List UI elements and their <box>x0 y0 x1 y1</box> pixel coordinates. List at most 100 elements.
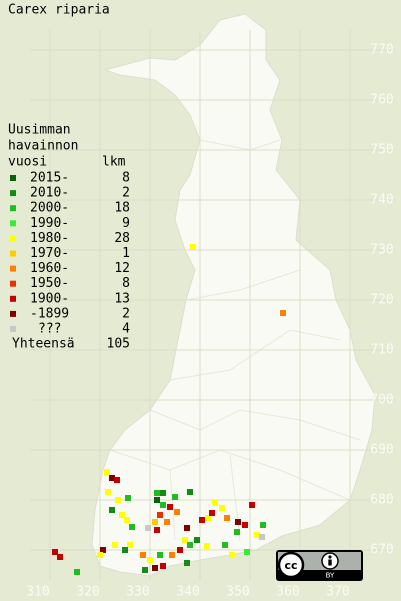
observation <box>154 490 160 496</box>
legend-count: 8 <box>122 171 130 186</box>
legend-heading: Uusimman <box>8 123 71 138</box>
observation <box>205 515 211 521</box>
observation <box>115 497 121 503</box>
observation <box>190 244 196 250</box>
y-tick-label: 730 <box>370 243 393 258</box>
legend-count: 1 <box>122 246 130 261</box>
legend-count: 28 <box>114 231 130 246</box>
observations <box>52 244 286 575</box>
legend-label: 2000- <box>30 201 69 216</box>
legend-count: 13 <box>114 291 130 306</box>
y-tick-label: 770 <box>370 43 393 58</box>
title: Carex riparia <box>8 3 110 18</box>
y-tick-label: 680 <box>370 493 393 508</box>
observation <box>184 525 190 531</box>
observation <box>109 507 115 513</box>
observation <box>280 310 286 316</box>
observation <box>109 475 115 481</box>
observation <box>157 552 163 558</box>
observation <box>199 517 205 523</box>
observation <box>167 504 173 510</box>
legend-label: 1990- <box>30 216 69 231</box>
observation <box>127 542 133 548</box>
observation <box>147 557 153 563</box>
observation <box>114 477 120 483</box>
x-tick-label: 330 <box>126 585 149 600</box>
observation <box>219 505 225 511</box>
observation <box>160 563 166 569</box>
legend-label: 2015- <box>30 171 69 186</box>
observation <box>112 542 118 548</box>
observation <box>242 522 248 528</box>
by-icon-head <box>328 555 332 559</box>
observation <box>229 552 235 558</box>
legend-label: 1900- <box>30 291 69 306</box>
observation <box>154 497 160 503</box>
observation <box>235 519 241 525</box>
observation <box>224 515 230 521</box>
license-label: BY <box>326 572 335 580</box>
legend-label: -1899 <box>30 306 69 321</box>
observation <box>254 532 260 538</box>
y-tick-label: 720 <box>370 293 393 308</box>
x-tick-label: 360 <box>276 585 299 600</box>
observation <box>160 490 166 496</box>
x-tick-label: 340 <box>176 585 199 600</box>
observation <box>52 549 58 555</box>
observation <box>160 502 166 508</box>
by-icon-body <box>328 559 332 566</box>
observation <box>97 552 103 558</box>
legend-swatch <box>10 265 16 272</box>
observation <box>124 517 130 523</box>
legend-count: 12 <box>114 261 130 276</box>
legend-total-label: Yhteensä <box>12 337 75 352</box>
legend-count: 8 <box>122 276 130 291</box>
observation <box>187 542 193 548</box>
observation <box>140 552 146 558</box>
grid: 310 320 330 340 350 360 370 670 680 690 700 710 720 7… <box>26 30 395 600</box>
legend-swatch <box>10 326 16 332</box>
observation <box>122 547 128 553</box>
observation <box>57 554 63 560</box>
observation <box>260 522 266 528</box>
observation <box>152 519 158 525</box>
x-tick-label: 320 <box>76 585 99 600</box>
observation <box>119 512 125 518</box>
observation <box>74 569 80 575</box>
legend: Uusimman havainnon vuosi lkm Yhteensä 10… <box>8 123 130 352</box>
observation <box>177 547 183 553</box>
x-tick-label: 350 <box>226 585 249 600</box>
observation <box>125 495 131 501</box>
license-badge: cc BY <box>276 550 363 581</box>
observation <box>154 527 160 533</box>
observation <box>182 537 188 543</box>
legend-count-heading: lkm <box>102 155 126 170</box>
legend-count: 9 <box>122 216 130 231</box>
x-tick-label: 310 <box>26 585 49 600</box>
observation <box>244 549 250 555</box>
observation <box>172 494 178 500</box>
observation <box>209 510 215 516</box>
y-tick-label: 760 <box>370 93 393 108</box>
observation <box>100 547 106 553</box>
observation <box>142 567 148 573</box>
y-tick-label: 700 <box>370 393 393 408</box>
y-tick-label: 750 <box>370 143 393 158</box>
x-tick-label: 370 <box>326 585 349 600</box>
observation <box>187 489 193 495</box>
legend-count: 2 <box>122 186 130 201</box>
legend-swatch <box>10 220 16 227</box>
observation <box>164 519 170 525</box>
observation <box>222 542 228 548</box>
legend-swatch <box>10 175 16 181</box>
legend-count: 2 <box>122 306 130 321</box>
observation <box>212 500 218 506</box>
observation <box>104 469 110 475</box>
y-tick-label: 710 <box>370 343 393 358</box>
observation <box>184 560 190 566</box>
legend-swatch <box>10 280 16 287</box>
legend-swatch <box>10 205 16 212</box>
legend-swatch <box>10 310 16 317</box>
observation <box>204 543 210 549</box>
legend-count: 18 <box>114 201 130 216</box>
